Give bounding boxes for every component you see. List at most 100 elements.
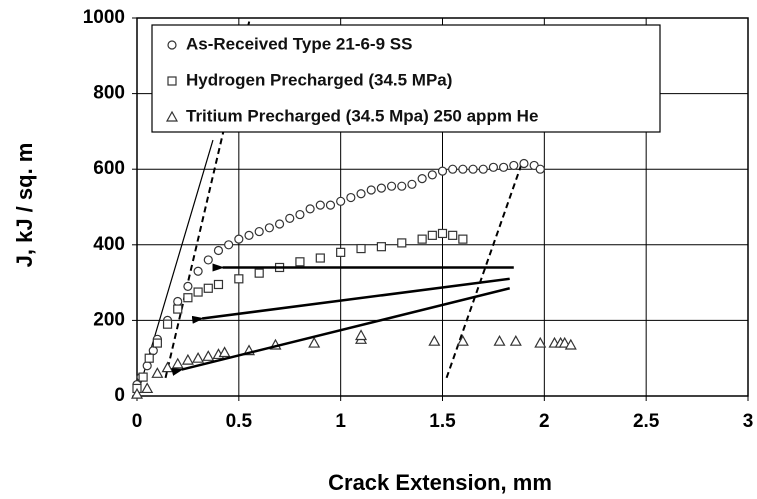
- circle-marker: [417, 174, 427, 184]
- circle-marker: [376, 183, 386, 193]
- square-marker: [397, 238, 407, 248]
- circle-marker: [346, 192, 356, 203]
- square-marker: [213, 279, 224, 290]
- reference-line: [164, 17, 252, 379]
- square-marker: [254, 268, 264, 278]
- circle-marker: [478, 164, 488, 174]
- circle-marker: [325, 200, 336, 210]
- circle-marker: [448, 164, 458, 174]
- circle-marker: [427, 170, 437, 180]
- y-tick-label: 800: [93, 83, 125, 104]
- circle-marker: [468, 164, 478, 174]
- triangle-marker: [493, 334, 506, 346]
- circle-marker: [285, 213, 295, 223]
- square-marker: [193, 287, 203, 297]
- triangle-marker: [355, 329, 368, 341]
- circle-marker: [458, 164, 468, 174]
- square-marker: [458, 234, 468, 244]
- triangle-marker: [171, 357, 184, 369]
- square-marker: [162, 319, 173, 329]
- triangle-marker: [130, 387, 144, 399]
- y-tick-label: 1000: [83, 7, 125, 28]
- circle-marker: [535, 164, 545, 174]
- y-tick-label: 0: [114, 385, 125, 406]
- circle-marker: [173, 296, 183, 307]
- circle-marker: [488, 162, 499, 172]
- triangle-marker: [564, 338, 577, 350]
- circle-marker: [295, 209, 305, 220]
- circle-marker: [213, 245, 224, 256]
- circle-marker: [224, 240, 234, 250]
- x-axis-label: Crack Extension, mm: [328, 470, 552, 495]
- circle-marker: [336, 196, 346, 206]
- circle-marker: [183, 281, 193, 291]
- circle-marker: [499, 162, 509, 172]
- circle-marker: [148, 346, 158, 356]
- x-tick-label: 3: [743, 411, 754, 432]
- triangle-marker: [428, 334, 441, 346]
- circle-marker: [142, 361, 152, 371]
- y-axis-label: J, kJ / sq. m: [12, 143, 37, 268]
- circle-marker: [509, 160, 519, 171]
- square-marker: [448, 230, 458, 240]
- triangle-marker: [456, 334, 469, 346]
- square-marker: [417, 234, 427, 244]
- legend-label: As-Received Type 21-6-9 SS: [186, 34, 412, 53]
- triangle-marker: [218, 346, 231, 358]
- triangle-marker: [151, 367, 164, 378]
- square-marker: [234, 274, 244, 284]
- circle-marker: [315, 200, 325, 210]
- circle-marker: [244, 230, 254, 240]
- square-marker: [173, 304, 183, 314]
- circle-marker: [356, 189, 366, 199]
- square-marker: [295, 257, 305, 267]
- triangle-marker: [509, 334, 522, 346]
- triangle-marker: [558, 336, 571, 348]
- circle-marker: [193, 266, 203, 276]
- circle-marker: [407, 179, 417, 189]
- circle-marker: [397, 181, 407, 191]
- square-marker: [152, 338, 162, 348]
- square-marker: [437, 228, 448, 239]
- arrow: [191, 277, 510, 324]
- circle-marker: [254, 226, 264, 237]
- legend-label: Tritium Precharged (34.5 Mpa) 250 appm H…: [186, 106, 538, 125]
- legend-label: Hydrogen Precharged (34.5 MPa): [186, 70, 452, 89]
- y-tick-label: 400: [93, 234, 125, 255]
- triangle-marker: [141, 382, 154, 394]
- square-marker: [315, 253, 325, 263]
- square-marker: [336, 247, 346, 257]
- circle-marker: [203, 255, 213, 265]
- x-tick-label: 0.5: [226, 411, 253, 432]
- square-marker: [138, 372, 148, 382]
- legend-marker: [165, 110, 179, 122]
- square-marker: [427, 230, 437, 240]
- circle-marker: [437, 166, 448, 176]
- triangle-marker: [161, 361, 174, 373]
- x-tick-label: 2.5: [633, 411, 660, 432]
- circle-marker: [274, 219, 285, 229]
- circle-marker: [264, 223, 274, 233]
- x-tick-label: 1.5: [429, 411, 456, 432]
- reference-line: [445, 159, 524, 379]
- x-tick-label: 2: [539, 411, 550, 432]
- triangle-marker: [308, 336, 321, 348]
- legend-marker: [167, 40, 177, 50]
- square-marker: [203, 283, 213, 293]
- triangle-marker: [534, 336, 547, 348]
- y-tick-label: 600: [93, 158, 125, 179]
- y-tick-label: 200: [93, 309, 125, 330]
- square-marker: [376, 242, 386, 252]
- circle-marker: [366, 185, 376, 195]
- legend-marker: [167, 76, 177, 86]
- arrow: [171, 287, 511, 376]
- triangle-marker: [202, 350, 215, 361]
- square-marker: [183, 293, 193, 303]
- x-tick-label: 0: [132, 411, 143, 432]
- circle-marker: [519, 158, 529, 169]
- triangle-marker: [181, 353, 194, 365]
- circle-marker: [234, 234, 244, 244]
- square-marker: [356, 243, 366, 254]
- circle-marker: [386, 181, 397, 191]
